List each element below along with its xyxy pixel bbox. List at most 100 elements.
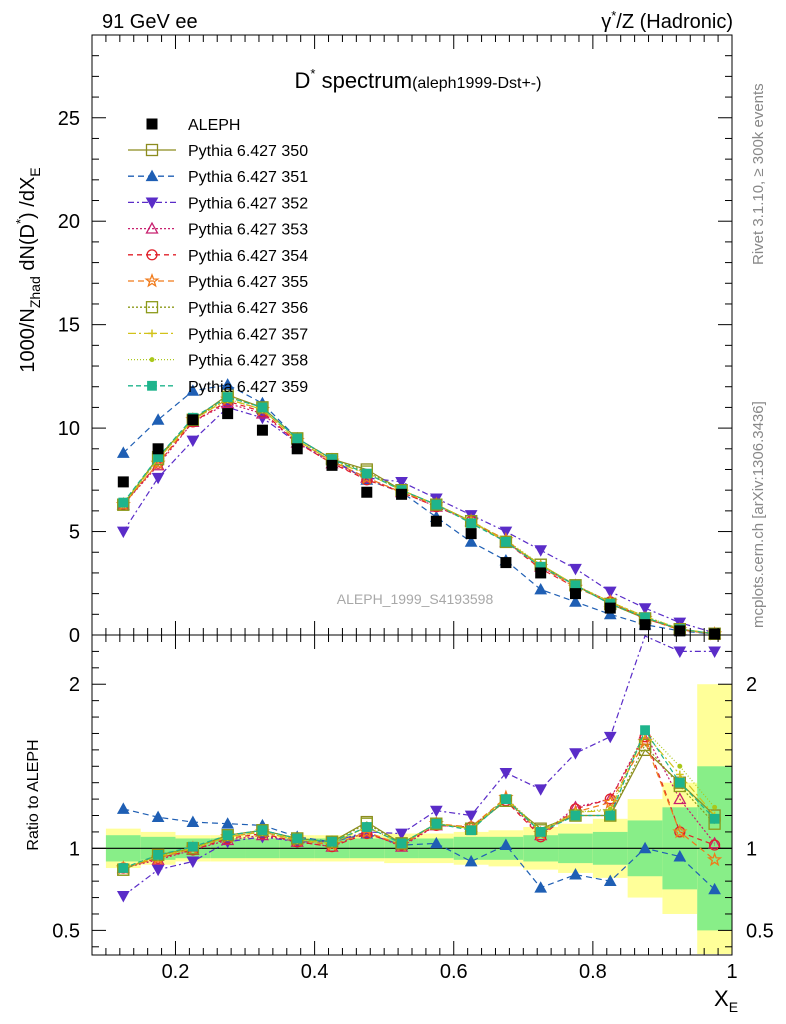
ratio-series-point — [569, 748, 582, 760]
legend-marker — [146, 118, 158, 130]
series-point — [499, 535, 513, 549]
ratio-series-point — [151, 810, 165, 823]
ratio-series-point — [707, 851, 723, 867]
ratio-series-point — [712, 804, 718, 810]
y-tick-label: 15 — [58, 315, 80, 337]
aleph-point — [500, 557, 512, 569]
series-point — [151, 413, 165, 425]
series-point — [638, 603, 652, 615]
ratio-series-point — [395, 837, 408, 850]
series-point — [151, 472, 165, 485]
series-point — [534, 582, 548, 595]
aleph-point — [361, 486, 373, 498]
ratio-series-point — [361, 822, 372, 832]
ratio-series-point — [607, 806, 613, 812]
ratio-y-tick-label: 2 — [69, 674, 80, 696]
ratio-series-point — [708, 646, 721, 658]
ratio-panel: 0.5 0.5 1 1 2 2 0.2 0.4 0.6 0.8 1 Ratio to ALEPH X… — [25, 634, 774, 1015]
y-tick-label: 10 — [58, 418, 80, 440]
ratio-series-point — [605, 810, 616, 821]
series-line — [122, 384, 715, 635]
ratio-series-point — [709, 813, 720, 824]
legend: ALEPH Pythia 6.427 350 Pythia 6.427 351 Pyt… — [128, 117, 308, 396]
ratio-y-tick-label: 0.5 — [52, 920, 80, 942]
ratio-series-point — [429, 805, 443, 818]
legend-label: Pythia 6.427 352 — [188, 195, 308, 212]
series-point — [569, 595, 582, 607]
series-point — [603, 586, 617, 599]
series-line — [122, 396, 715, 635]
rivet-label: Rivet 3.1.10, ≥ 300k events — [750, 83, 767, 265]
ratio-series-point — [431, 818, 442, 829]
aleph-point — [152, 443, 164, 455]
aleph-point — [396, 488, 408, 500]
legend-marker — [144, 273, 160, 288]
ratio-series-point — [640, 725, 650, 736]
ratio-series-point — [534, 881, 548, 893]
aleph-point — [465, 528, 477, 540]
legend-label: Pythia 6.427 356 — [188, 300, 308, 317]
legend-marker — [145, 143, 159, 157]
ratio-series-point — [709, 839, 721, 851]
aleph-point — [117, 476, 129, 488]
legend-marker — [145, 169, 159, 182]
legend-label: Pythia 6.427 355 — [188, 274, 308, 291]
aleph-point — [569, 588, 581, 600]
legend-label: Pythia 6.427 350 — [188, 143, 308, 160]
ratio-series-point — [116, 891, 130, 903]
series-line — [122, 398, 715, 635]
legend-marker — [145, 197, 159, 209]
legend-label: Pythia 6.427 351 — [188, 169, 308, 186]
ratio-series-point — [151, 864, 165, 877]
ratio-series-point — [429, 836, 443, 849]
ratio-series-point — [257, 825, 268, 836]
aleph-point — [674, 625, 686, 637]
legend-label: ALEPH — [188, 117, 240, 134]
series-point — [292, 433, 303, 444]
legend-label: Pythia 6.427 354 — [188, 248, 308, 265]
series-line — [122, 402, 715, 635]
ratio-series-point — [674, 777, 685, 788]
ratio-series-point — [672, 823, 688, 839]
series-point — [569, 563, 582, 576]
ratio-series-point — [603, 731, 617, 744]
ratio-series-point — [221, 817, 235, 829]
ratio-series-point — [430, 817, 443, 830]
main-y-label: 1000/NZhad dN(D*) /dXE — [13, 167, 43, 372]
series-point — [116, 526, 130, 539]
x-tick-label: 0.2 — [162, 961, 190, 983]
series-point — [431, 499, 442, 510]
x-tick-label: 1 — [726, 961, 737, 983]
ratio-series-point — [187, 841, 198, 852]
ratio-series-point — [708, 882, 721, 895]
aleph-point — [222, 408, 234, 420]
ratio-series-point — [395, 828, 408, 841]
ratio-series-point — [675, 770, 684, 779]
legend-label: Pythia 6.427 359 — [188, 379, 308, 396]
series-point — [603, 607, 617, 620]
aleph-point — [639, 619, 651, 631]
ratio-series-line — [123, 808, 716, 890]
aleph-point — [187, 414, 199, 426]
ratio-series-point — [673, 850, 687, 862]
header-right: γ*/Z (Hadronic) — [601, 8, 733, 33]
series-point — [534, 545, 548, 557]
ratio-series-point — [118, 863, 129, 873]
aleph-point — [430, 515, 442, 527]
legend-marker — [148, 329, 156, 338]
ratio-series-point — [292, 833, 303, 844]
aleph-point — [604, 602, 616, 614]
ratio-axes: 0.5 0.5 1 1 2 2 0.2 0.4 0.6 0.8 1 — [52, 635, 774, 983]
ratio-series-point — [673, 792, 687, 805]
ratio-series-point — [116, 802, 130, 814]
series-point — [116, 446, 130, 458]
x-tick-label: 0.4 — [301, 961, 329, 983]
series-line — [122, 406, 715, 634]
series-point — [257, 402, 268, 413]
series-point — [430, 498, 443, 511]
series-point — [466, 518, 477, 529]
ratio-y-tick-label-right: 0.5 — [746, 920, 774, 942]
ratio-series-point — [535, 827, 546, 837]
ratio-y-tick-label-right: 1 — [746, 838, 757, 860]
